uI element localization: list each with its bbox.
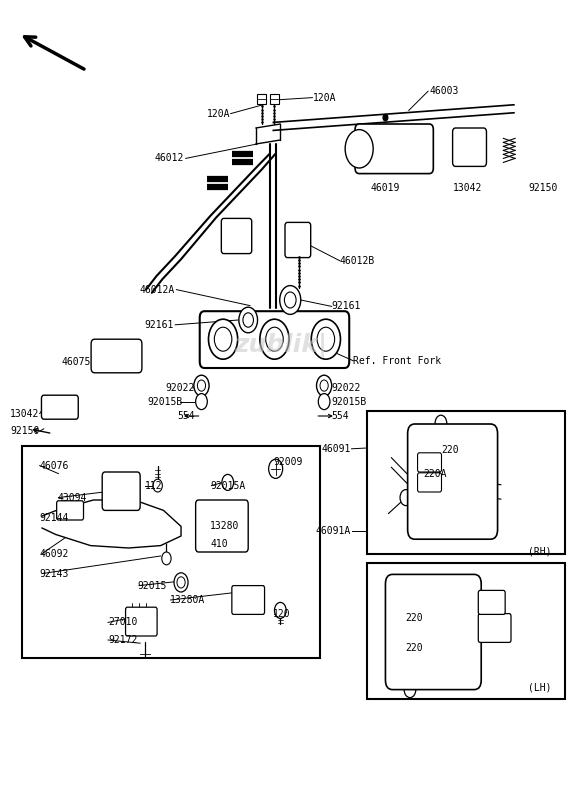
Text: 46075: 46075 [61,358,91,367]
Bar [270,94,279,104]
Circle shape [116,482,130,502]
FancyBboxPatch shape [196,500,248,552]
Circle shape [162,552,171,565]
FancyBboxPatch shape [418,473,442,492]
FancyBboxPatch shape [91,339,142,373]
Circle shape [269,459,283,478]
Text: 13042: 13042 [11,409,40,418]
Text: 92150: 92150 [11,426,40,436]
Text: 554: 554 [331,411,349,421]
FancyBboxPatch shape [453,128,486,166]
Circle shape [214,327,232,351]
Circle shape [317,327,335,351]
FancyBboxPatch shape [408,424,498,539]
Circle shape [222,474,234,490]
Circle shape [318,394,330,410]
Text: 46076: 46076 [40,461,69,470]
Text: 27010: 27010 [108,618,137,627]
Text: 92161: 92161 [332,302,361,311]
Circle shape [311,319,340,359]
Text: 13280: 13280 [210,521,239,530]
FancyBboxPatch shape [57,501,84,520]
Circle shape [208,319,238,359]
Circle shape [383,114,388,121]
Text: 220A: 220A [423,469,447,478]
Circle shape [280,286,301,314]
Polygon shape [42,500,181,548]
Text: 92015B: 92015B [331,397,366,406]
Circle shape [197,380,206,391]
Circle shape [400,490,412,506]
Text: 46091: 46091 [321,444,350,454]
Circle shape [284,292,296,308]
FancyBboxPatch shape [41,395,78,419]
Circle shape [177,577,185,588]
Bar [367,411,565,554]
FancyBboxPatch shape [126,607,157,636]
Circle shape [243,313,253,327]
Bar [367,563,565,699]
Text: 112: 112 [145,481,162,490]
Circle shape [345,130,373,168]
Text: 46012A: 46012A [140,285,175,294]
Circle shape [317,375,332,396]
FancyBboxPatch shape [221,218,252,254]
Circle shape [239,307,258,333]
Text: 120: 120 [273,610,291,619]
Text: 46003: 46003 [429,86,458,96]
Circle shape [174,573,188,592]
Text: 13280A: 13280A [169,595,204,605]
Bar [22,446,320,658]
Text: 92015: 92015 [137,581,166,590]
Text: (RH): (RH) [529,547,552,557]
Text: 120A: 120A [312,93,336,102]
FancyBboxPatch shape [418,453,442,472]
FancyBboxPatch shape [478,590,505,614]
Text: 220: 220 [441,445,458,454]
Circle shape [153,479,162,492]
Text: 46012B: 46012B [340,256,375,266]
Text: 46092: 46092 [40,549,69,558]
Text: 92022: 92022 [331,383,360,393]
FancyBboxPatch shape [478,614,511,642]
FancyBboxPatch shape [102,472,140,510]
Text: (LH): (LH) [529,683,552,693]
Circle shape [194,375,209,396]
Text: 46091A: 46091A [315,526,350,536]
Text: 92143: 92143 [40,569,69,578]
Text: 92150: 92150 [529,183,558,193]
Text: 92161: 92161 [145,320,174,330]
Text: 220: 220 [405,613,423,622]
FancyBboxPatch shape [200,311,349,368]
Circle shape [404,656,416,672]
FancyBboxPatch shape [232,586,265,614]
Circle shape [196,394,207,410]
FancyBboxPatch shape [285,222,311,258]
Text: 92144: 92144 [40,513,69,522]
Text: Ref. Front Fork: Ref. Front Fork [353,356,442,366]
Circle shape [266,327,283,351]
Text: zublik|: zublik| [234,333,327,358]
Circle shape [435,415,447,431]
FancyBboxPatch shape [355,124,433,174]
Circle shape [274,602,286,618]
Text: 13042: 13042 [453,183,482,193]
Text: 410: 410 [210,539,228,549]
Text: 43094: 43094 [57,493,86,502]
Text: 120A: 120A [207,109,231,118]
FancyBboxPatch shape [385,574,481,690]
Text: 46012: 46012 [155,154,184,163]
Circle shape [260,319,289,359]
Text: 220: 220 [405,643,423,653]
Text: 554: 554 [177,411,194,421]
Bar [257,94,266,104]
Text: 46019: 46019 [371,183,400,193]
Text: 92172: 92172 [108,635,137,645]
Text: 92015B: 92015B [147,397,182,406]
Text: 92022: 92022 [165,383,194,393]
Circle shape [320,380,328,391]
Text: 92015A: 92015A [210,481,245,490]
Text: 92009: 92009 [273,458,303,467]
Circle shape [404,682,416,698]
